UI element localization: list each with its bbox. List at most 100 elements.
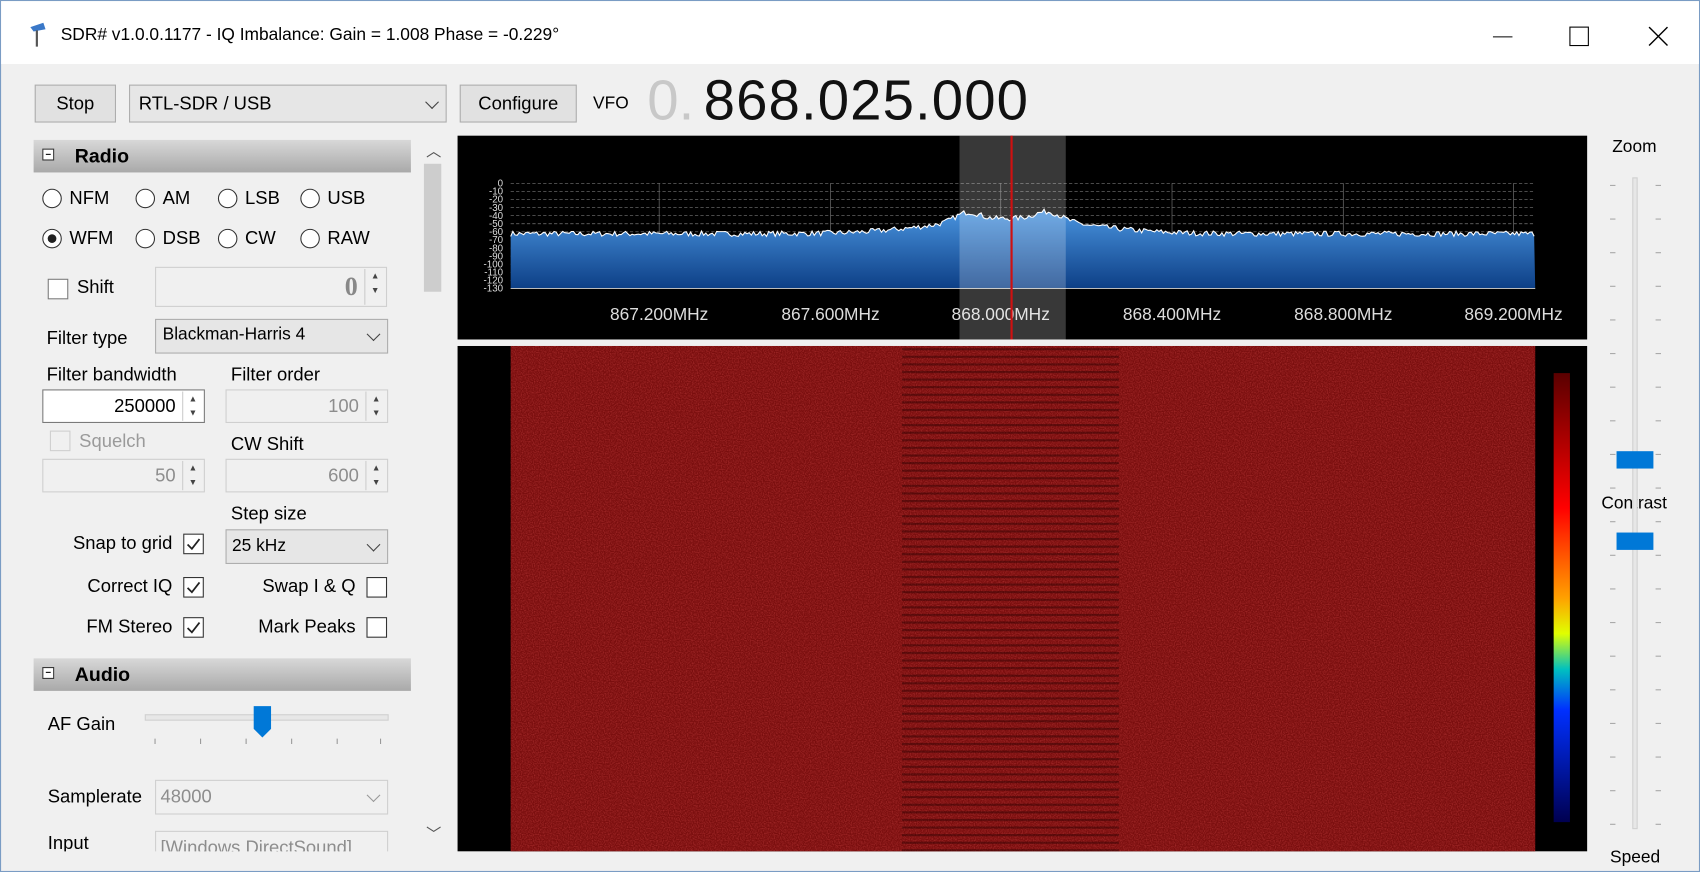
check-label: Swap I & Q [262, 575, 356, 597]
db-label: -80 [489, 243, 504, 254]
radio-header[interactable]: − Radio [33, 139, 411, 173]
shift-value: 0 [344, 273, 358, 302]
mode-label: RAW [327, 227, 370, 249]
af-gain-label: AF Gain [47, 713, 116, 735]
step-size-combo[interactable]: 25 kHz [225, 529, 389, 564]
configure-button[interactable]: Configure [459, 84, 577, 123]
check-label: FM Stereo [86, 616, 173, 637]
mode-radio-dot [47, 234, 57, 243]
mode-radio[interactable] [300, 188, 320, 209]
filter-order-label: Filter order [230, 364, 321, 386]
checkbox[interactable] [183, 617, 204, 638]
cw-shift: 600 [328, 465, 359, 486]
freq-label: 868.800MHz [1294, 304, 1392, 324]
db-label: -70 [489, 235, 504, 246]
samplerate-combo[interactable]: 48000 [155, 779, 389, 815]
mode-label: WFM [69, 227, 114, 249]
checkbox[interactable] [366, 577, 388, 598]
mode-radio[interactable] [135, 228, 156, 249]
filter-type: Blackman-Harris 4 [162, 325, 306, 344]
window-title: SDR# v1.0.0.1177 - IQ Imbalance: Gain = … [60, 26, 560, 45]
db-label: -40 [489, 211, 504, 222]
freq-label: 868.000MHz [952, 304, 1050, 324]
db-label: -110 [484, 268, 503, 279]
check-label: Mark Peaks [258, 616, 356, 637]
mode-radio[interactable] [217, 228, 238, 249]
af-gain-slider[interactable] [140, 700, 400, 749]
db-label: -90 [489, 251, 504, 262]
shift-checkbox[interactable] [47, 278, 69, 300]
check-label: Snap to grid [72, 532, 173, 554]
speed-label: Speed [1610, 848, 1661, 867]
side-sliders[interactable] [1606, 175, 1671, 837]
db-label: -100 [484, 259, 504, 270]
squelch-label: Squelch [79, 430, 146, 452]
filter-type-combo[interactable]: Blackman-Harris 4 [155, 318, 389, 354]
mode-radio[interactable] [42, 228, 62, 249]
shift-label: Shift [76, 276, 114, 298]
mode-radio[interactable] [42, 188, 62, 209]
mode-radio[interactable] [217, 188, 238, 209]
shift-input[interactable]: 0 ▲ ▼ [155, 266, 388, 307]
cw-shift-label: CW Shift [230, 433, 304, 455]
freq-label: 868.400MHz [1123, 304, 1221, 324]
squelch-checkbox[interactable] [49, 430, 71, 452]
mode-label: AM [162, 187, 191, 209]
freq-label: 869.200MHz [1464, 304, 1562, 324]
cw-shift-input[interactable]: 600 ▲ ▼ [225, 458, 389, 493]
mode-radio[interactable] [135, 188, 156, 209]
stop-button[interactable]: Stop [34, 84, 117, 123]
squelch-value: 50 [155, 465, 176, 486]
db-label: -130 [484, 284, 504, 295]
mode-label: USB [327, 187, 366, 209]
filter-order-input[interactable]: 100 ▲ ▼ [225, 389, 389, 423]
app-icon [30, 22, 46, 47]
checkbox[interactable] [183, 533, 204, 555]
filter-bandwidth-input[interactable]: 250000 ▲ ▼ [42, 389, 205, 423]
filter-type-label: Filter type [46, 327, 128, 349]
device-combo[interactable]: RTL-SDR / USB [129, 84, 447, 123]
mode-label: CW [245, 227, 276, 249]
db-label: -30 [489, 203, 504, 214]
window-controls[interactable] [1476, 16, 1693, 55]
spectrum-fill [510, 209, 1536, 289]
input-combo[interactable]: [Windows DirectSound] [155, 830, 389, 852]
squelch-input[interactable]: 50 ▲ ▼ [42, 458, 205, 493]
spectrum-display[interactable]: 0-10-20-30-40-50-60-70-80-90-100-110-120… [457, 135, 1588, 852]
title-bar [1, 1, 1699, 64]
db-label: -60 [489, 227, 504, 238]
audio-header[interactable]: − Audio [33, 658, 411, 691]
filter-bandwidth: 250000 [114, 395, 176, 417]
checkbox[interactable] [366, 617, 388, 638]
filter-order: 100 [328, 395, 359, 417]
device-name: RTL-SDR / USB [138, 93, 272, 114]
step-size: 25 kHz [232, 536, 287, 556]
db-label: -50 [489, 219, 504, 230]
db-label: -120 [484, 276, 504, 287]
vfo-prefix[interactable]: 0. [647, 69, 695, 133]
zoom-label: Zoom [1612, 137, 1657, 157]
step-size-label: Step size [230, 503, 307, 524]
mode-label: LSB [245, 187, 280, 209]
db-label: -20 [489, 195, 504, 206]
freq-label: 867.200MHz [610, 304, 708, 324]
audio-header-text: Audio [74, 663, 131, 686]
vfo-frequency[interactable]: 868.025.000 [703, 69, 1030, 133]
input: [Windows DirectSound] [160, 837, 353, 852]
mode-radio[interactable] [300, 228, 320, 249]
samplerate: 48000 [160, 786, 212, 807]
mode-label: NFM [69, 187, 110, 209]
checkbox[interactable] [183, 577, 204, 598]
left-panel: − Radio Shift 0 ▲ ▼ Filter type Blackman-Ha… [31, 136, 447, 852]
scrollbar[interactable]: ︿ ﹀ [419, 137, 446, 850]
freq-label: 867.600MHz [781, 304, 879, 324]
db-label: -10 [489, 187, 504, 198]
spectrum-trace [510, 208, 1535, 238]
vfo-label: VFO [593, 94, 629, 113]
mode-label: DSB [162, 227, 201, 249]
samplerate-label: Samplerate [47, 786, 142, 807]
check-label: Correct IQ [87, 575, 173, 597]
db-label: 0 [498, 179, 504, 190]
